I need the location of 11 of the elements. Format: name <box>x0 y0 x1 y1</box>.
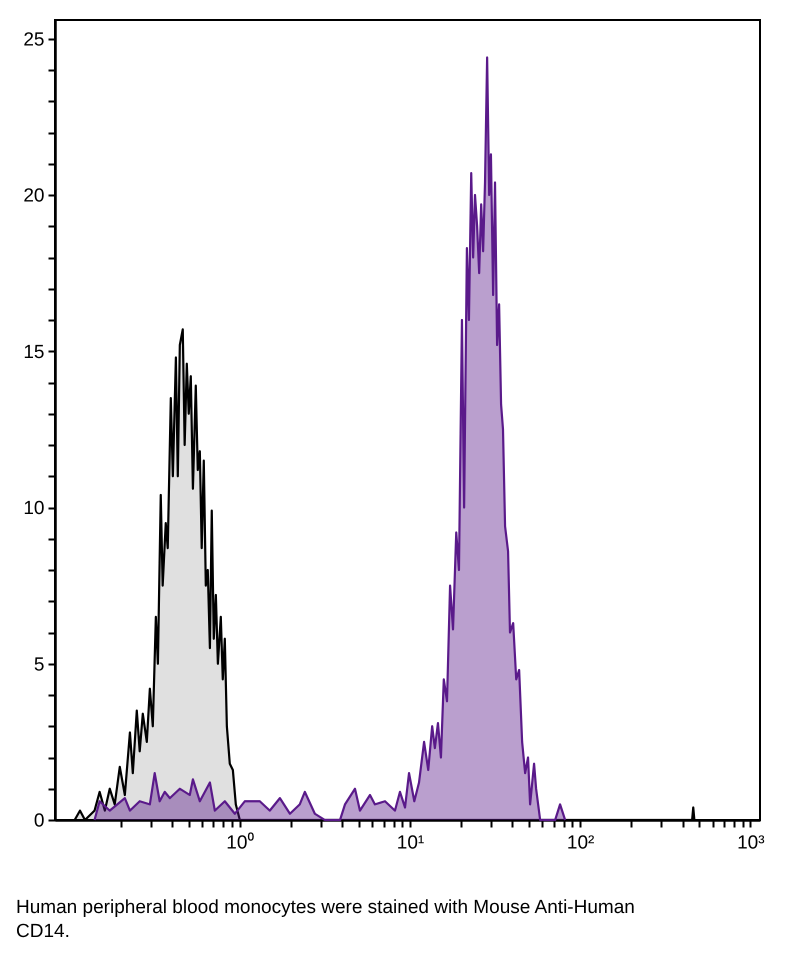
y-tick-label: 15 <box>23 342 44 363</box>
x-tick-label: 10² <box>566 832 594 854</box>
y-tick-label: 20 <box>23 186 44 206</box>
y-tick-label: 0 <box>34 810 44 832</box>
x-tick-label: 10³ <box>737 832 765 854</box>
x-tick-label: 10¹ <box>396 832 424 854</box>
y-tick-label: 10 <box>23 498 44 519</box>
y-tick-label: 5 <box>34 654 44 676</box>
x-tick-label: 10⁰ <box>226 832 254 854</box>
text: Human peripheral blood monocytes were stained with Mouse Anti-Human CD14. <box>16 896 636 944</box>
y-tick-label: 25 <box>23 29 44 50</box>
